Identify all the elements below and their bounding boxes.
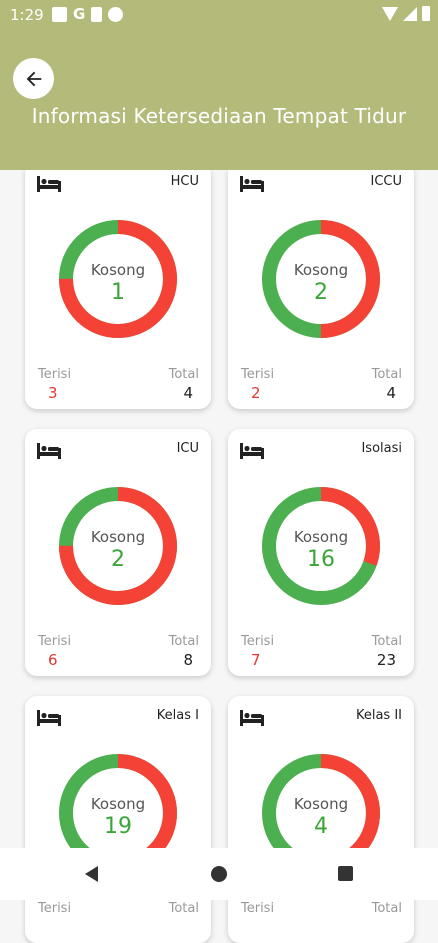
terisi-label: Terisi (241, 367, 275, 382)
app-header: Informasi Ketersediaan Tempat Tidur (0, 30, 438, 170)
page-title: Informasi Ketersediaan Tempat Tidur (31, 104, 407, 128)
kosong-label: Kosong (90, 528, 146, 546)
total-label: Total (168, 634, 199, 649)
total-value: 8 (183, 651, 193, 669)
kosong-value: 19 (104, 814, 132, 839)
kosong-value: 4 (314, 814, 328, 839)
battery-icon (422, 6, 430, 21)
bed-icon (240, 176, 264, 192)
kosong-value: 16 (307, 547, 335, 572)
terisi-value: 3 (48, 384, 58, 402)
sync-off-icon (108, 7, 124, 22)
total-label: Total (168, 367, 199, 382)
navigation-bar (0, 848, 438, 900)
bed-card[interactable]: ICCU Kosong 2 Terisi 2 Total 4 (228, 162, 414, 409)
wifi-icon (382, 6, 398, 21)
kosong-value: 2 (111, 547, 125, 572)
total-value: 23 (376, 651, 396, 669)
status-notification-icons: G (52, 5, 124, 23)
status-time: 1:29 (10, 6, 44, 24)
card-title: ICU (176, 441, 199, 456)
total-value: 4 (386, 384, 396, 402)
total-label: Total (371, 634, 402, 649)
google-icon: G (73, 5, 86, 23)
terisi-value: 2 (251, 384, 261, 402)
total-label: Total (168, 901, 199, 916)
nav-home-icon[interactable] (211, 866, 227, 882)
bed-card[interactable]: Isolasi Kosong 16 Terisi 7 Total 23 (228, 429, 414, 676)
availability-donut (59, 487, 177, 605)
bed-card[interactable]: HCU Kosong 1 Terisi 3 Total 4 (25, 162, 211, 409)
card-title: Isolasi (361, 441, 402, 456)
image-icon (52, 7, 67, 22)
status-bar: 1:29 G (0, 0, 438, 30)
availability-donut (262, 487, 380, 605)
kosong-value: 1 (111, 280, 125, 305)
nav-back-icon[interactable] (85, 866, 98, 882)
card-title: HCU (170, 174, 199, 189)
card-title: Kelas II (355, 708, 402, 723)
terisi-label: Terisi (241, 634, 275, 649)
terisi-value: 6 (48, 651, 58, 669)
bed-icon (37, 443, 61, 459)
card-title: ICCU (370, 174, 402, 189)
terisi-label: Terisi (38, 367, 72, 382)
bed-icon (37, 710, 61, 726)
total-label: Total (371, 367, 402, 382)
availability-donut (262, 220, 380, 338)
kosong-label: Kosong (293, 528, 349, 546)
availability-donut (59, 220, 177, 338)
bed-icon (37, 176, 61, 192)
terisi-label: Terisi (241, 901, 275, 916)
bed-icon (240, 710, 264, 726)
kosong-label: Kosong (293, 261, 349, 279)
nav-recents-icon[interactable] (338, 866, 353, 881)
status-system-icons (382, 6, 430, 21)
kosong-label: Kosong (90, 795, 146, 813)
terisi-label: Terisi (38, 901, 72, 916)
back-button[interactable] (13, 58, 54, 99)
terisi-value: 7 (251, 651, 261, 669)
signal-icon (403, 6, 417, 21)
terisi-label: Terisi (38, 634, 72, 649)
bed-icon (240, 443, 264, 459)
total-label: Total (371, 901, 402, 916)
bed-card[interactable]: ICU Kosong 2 Terisi 6 Total 8 (25, 429, 211, 676)
bed-card[interactable]: Kelas II Kosong 4 Terisi Total (228, 696, 414, 943)
kosong-value: 2 (314, 280, 328, 305)
arrow-left-icon (26, 71, 41, 86)
kosong-label: Kosong (90, 261, 146, 279)
total-value: 4 (183, 384, 193, 402)
kosong-label: Kosong (293, 795, 349, 813)
sd-card-icon (91, 7, 103, 22)
bed-card[interactable]: Kelas I Kosong 19 Terisi Total (25, 696, 211, 943)
card-title: Kelas I (156, 708, 199, 723)
